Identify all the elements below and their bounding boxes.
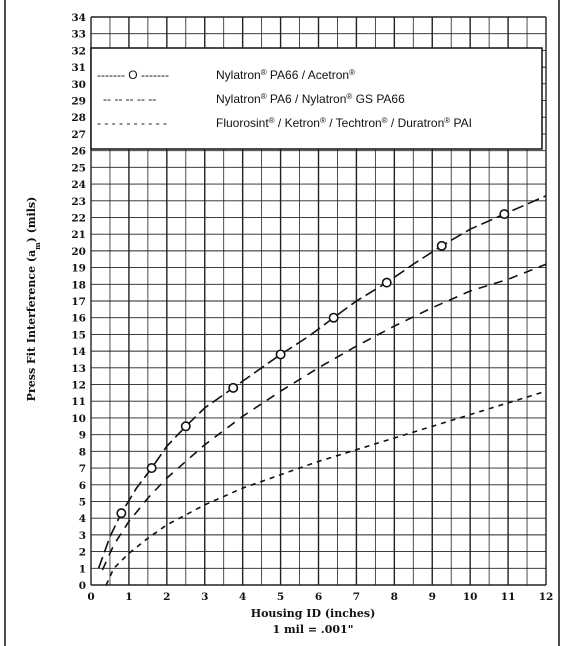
legend-label-1: Nylatron® PA66 / Acetron® [216,68,355,83]
x-tick-label: 0 [87,591,94,603]
y-tick-label: 31 [71,62,86,74]
y-axis-title: Press Fit Interference (am) (mils) [25,197,42,402]
y-tick-label: 5 [79,496,86,508]
series-1-marker [381,277,392,288]
y-tick-label: 6 [79,480,86,492]
x-tick-label: 8 [391,591,398,603]
y-tick-label: 19 [71,263,86,275]
y-tick-label: 17 [71,296,86,308]
series-1-marker [116,508,127,519]
legend-symbol-2: -- -- -- -- -- [103,92,156,106]
series-line-3 [105,390,547,586]
y-tick-label: 14 [71,346,86,358]
x-tick-label: 6 [315,591,322,603]
x-tick-label: 11 [501,591,516,603]
y-tick-label: 30 [71,79,86,91]
y-tick-label: 20 [71,246,86,258]
series-1-marker [180,421,191,432]
y-tick-label: 24 [71,179,86,191]
y-tick-label: 25 [71,162,86,174]
series-line-2 [101,263,547,571]
y-tick-label: 7 [79,463,86,475]
y-tick-label: 10 [71,413,86,425]
legend-label-2: Nylatron® PA6 / Nylatron® GS PA66 [216,92,405,107]
legend-symbol-3: - - - - - - - - - - [97,116,167,130]
y-tick-label: 2 [79,547,86,559]
series-layer [97,195,547,586]
y-tick-label: 12 [71,380,86,392]
y-tick-label: 15 [71,329,86,341]
y-tick-label: 34 [71,12,86,24]
y-tick-label: 29 [71,96,86,108]
legend-symbol-1: ------- O ------- [97,68,169,82]
x-tick-label: 3 [201,591,208,603]
x-axis-note: 1 mil = .001" [273,623,354,636]
series-1-marker [275,349,286,360]
x-tick-labels: 0 1 2 3 4 5 6 7 8 9 10 11 12 [87,591,553,603]
y-tick-label: 1 [79,563,86,575]
y-tick-label: 13 [71,363,86,375]
x-tick-label: 12 [539,591,554,603]
series-1-marker [228,382,239,393]
y-tick-label: 0 [79,580,86,592]
x-tick-label: 2 [163,591,170,603]
y-tick-label: 4 [79,513,86,525]
y-tick-label: 21 [71,229,86,241]
x-axis-title: Housing ID (inches) [251,607,376,620]
series-1-marker [146,463,157,474]
x-tick-label: 4 [239,591,246,603]
legend: ------- O ------- Nylatron® PA66 / Acetr… [90,47,543,150]
y-tick-label: 18 [71,279,86,291]
y-tick-label: 3 [79,530,86,542]
y-tick-label: 23 [71,196,86,208]
series-1-marker [436,240,447,251]
y-tick-label: 11 [71,396,86,408]
y-tick-label: 32 [71,45,86,57]
y-tick-label: 16 [71,313,86,325]
y-tick-label: 28 [71,112,86,124]
y-tick-label: 26 [71,146,86,158]
x-tick-label: 10 [463,591,478,603]
series-1-marker [328,312,339,323]
y-tick-label: 22 [71,212,86,224]
x-tick-label: 9 [429,591,436,603]
legend-label-3: Fluorosint® / Ketron® / Techtron® / Dura… [216,116,472,131]
x-tick-label: 7 [353,591,360,603]
legend-box [90,47,543,150]
y-tick-label: 9 [79,430,86,442]
x-tick-label: 1 [125,591,132,603]
y-tick-label: 33 [71,29,86,41]
y-tick-labels: 0123456789101112131415161718192021222324… [71,12,86,592]
y-tick-label: 8 [79,446,86,458]
series-line-1 [97,195,547,569]
series-1-marker [499,209,510,220]
y-tick-label: 27 [71,129,86,141]
x-tick-label: 5 [277,591,284,603]
